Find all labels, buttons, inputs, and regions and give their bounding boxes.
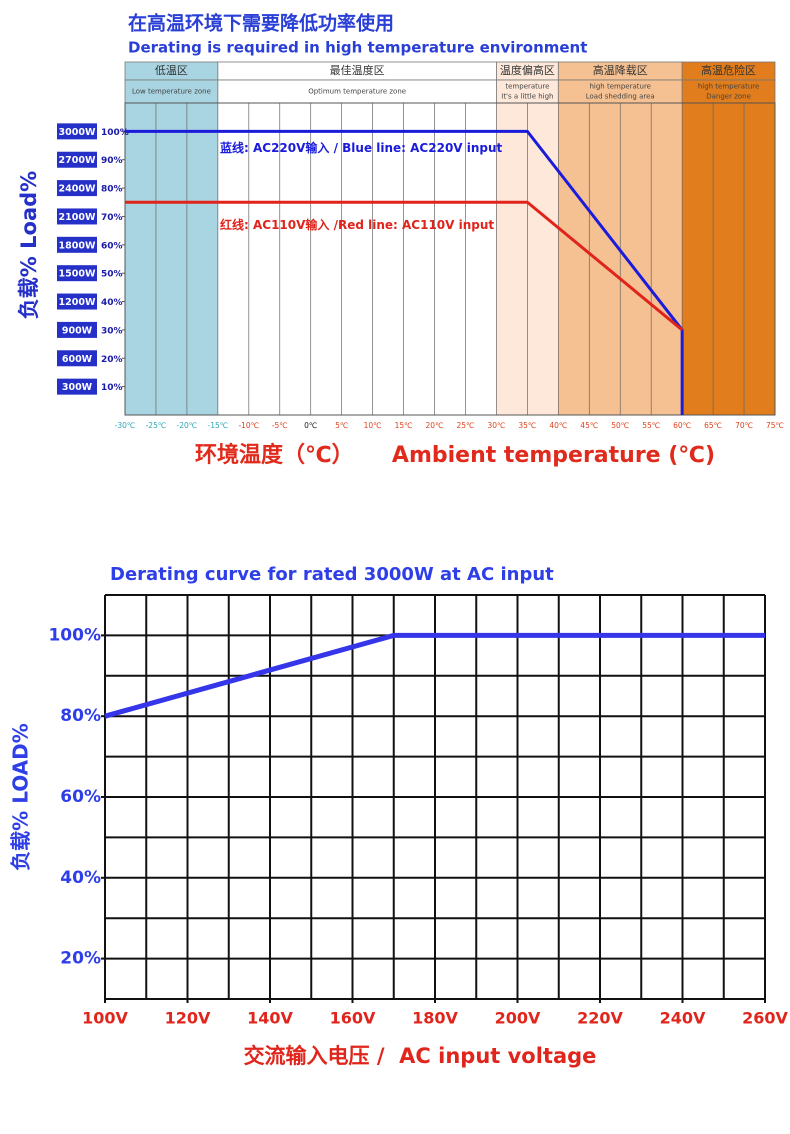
y-tick-label: 80% xyxy=(101,185,123,195)
y-axis-label: 负载% Load% xyxy=(17,171,41,319)
x-tick-label: -15℃ xyxy=(208,421,229,430)
x-tick-label: 220V xyxy=(577,1009,623,1028)
watt-box xyxy=(57,293,97,310)
watt-box xyxy=(57,208,97,225)
x-tick-label: 35℃ xyxy=(518,421,536,430)
watt-label: 3000W xyxy=(59,127,96,138)
x-tick-label: 70℃ xyxy=(735,421,753,430)
series-line xyxy=(125,200,684,332)
x-axis-label: 环境温度（℃） Ambient temperature (℃) xyxy=(195,442,715,468)
x-tick-label: 15℃ xyxy=(395,421,413,430)
watt-box xyxy=(57,350,97,367)
zone-note: It's a little high xyxy=(501,93,553,101)
x-tick-label: 5℃ xyxy=(335,421,348,430)
watt-label: 600W xyxy=(62,354,93,365)
zone-note: Load shedding area xyxy=(586,93,655,101)
zone-name: 温度偏高区 xyxy=(500,63,555,77)
watt-box xyxy=(57,378,97,395)
y-tick-label: 20% xyxy=(60,949,101,969)
y-tick-label: 80% xyxy=(60,706,101,726)
zone-note: Optimum temperature zone xyxy=(308,88,406,96)
y-tick-label: 40% xyxy=(60,868,101,888)
watt-box xyxy=(57,151,97,168)
zone xyxy=(217,103,497,415)
x-tick-label: 25℃ xyxy=(456,421,474,430)
y-tick-label: 60% xyxy=(60,787,101,807)
y-tick-label: 10% xyxy=(101,383,123,393)
zone xyxy=(125,103,218,415)
x-tick-label: -10℃ xyxy=(238,421,259,430)
x-tick-label: -25℃ xyxy=(146,421,167,430)
zone-name: 最佳温度区 xyxy=(330,63,385,77)
x-tick-label: 180V xyxy=(412,1009,458,1028)
x-tick-label: 260V xyxy=(742,1009,788,1028)
x-tick-label: 45℃ xyxy=(580,421,598,430)
zone-note: temperature xyxy=(505,83,549,91)
watt-label: 1800W xyxy=(59,240,96,251)
series-line xyxy=(104,632,765,719)
x-tick-label: 55℃ xyxy=(642,421,660,430)
zone-note: Low temperature zone xyxy=(132,88,211,96)
watt-label: 1500W xyxy=(59,269,96,280)
watt-box xyxy=(57,265,97,282)
x-tick-label: 200V xyxy=(495,1009,541,1028)
x-tick-label: 60℃ xyxy=(673,421,691,430)
y-axis-label: 负载% LOAD% xyxy=(9,723,33,871)
chart-title: 在高温环境下需要降低功率使用 xyxy=(128,12,394,35)
watt-box xyxy=(57,321,97,338)
x-tick-label: 30℃ xyxy=(487,421,505,430)
x-tick-label: 75℃ xyxy=(766,421,784,430)
watt-box xyxy=(57,236,97,253)
x-tick-label: 160V xyxy=(330,1009,376,1028)
y-tick-label: 30% xyxy=(101,326,123,336)
chart-subtitle: Derating is required in high temperature… xyxy=(128,39,587,57)
x-tick-label: 40℃ xyxy=(549,421,567,430)
x-axis-label: 交流输入电压 / AC input voltage xyxy=(244,1044,597,1068)
x-tick-label: 100V xyxy=(82,1009,128,1028)
zone-note: high temperature xyxy=(698,83,760,91)
x-tick-label: 20℃ xyxy=(426,421,444,430)
x-tick-label: 240V xyxy=(660,1009,706,1028)
x-tick-label: 0℃ xyxy=(304,421,317,430)
x-tick-label: 65℃ xyxy=(704,421,722,430)
x-tick-label: 10℃ xyxy=(364,421,382,430)
x-tick-label: -5℃ xyxy=(272,421,288,430)
y-tick-label: 100% xyxy=(48,625,101,645)
y-tick-label: 60% xyxy=(101,241,123,251)
zone-name: 低温区 xyxy=(155,64,188,77)
watt-label: 2700W xyxy=(59,155,96,166)
zone-note: high temperature xyxy=(589,83,651,91)
zone-note: Danger zone xyxy=(706,93,751,101)
x-tick-label: -30℃ xyxy=(115,421,136,430)
zone-name: 高温降载区 xyxy=(593,63,648,77)
series-label: 蓝线: AC220V输入 / Blue line: AC220V input xyxy=(220,140,503,155)
y-tick-label: 100% xyxy=(101,128,129,138)
series-line xyxy=(125,129,684,415)
watt-box xyxy=(57,123,97,140)
watt-label: 900W xyxy=(62,325,93,336)
x-tick-label: 140V xyxy=(247,1009,293,1028)
plot-frame xyxy=(124,102,776,416)
x-tick-label: 50℃ xyxy=(611,421,629,430)
watt-label: 2100W xyxy=(59,212,96,223)
y-tick-label: 70% xyxy=(101,213,123,223)
y-tick-label: 90% xyxy=(101,156,123,166)
series-label: 红线: AC110V输入 /Red line: AC110V input xyxy=(220,217,494,232)
y-tick-label: 40% xyxy=(101,298,123,308)
x-tick-label: -20℃ xyxy=(177,421,198,430)
watt-label: 1200W xyxy=(59,297,96,308)
chart-title: Derating curve for rated 3000W at AC inp… xyxy=(110,564,554,585)
zone xyxy=(682,103,775,415)
watt-label: 300W xyxy=(62,382,93,393)
zone-name: 高温危险区 xyxy=(701,63,756,77)
watt-box xyxy=(57,180,97,197)
y-tick-label: 20% xyxy=(101,355,123,365)
watt-label: 2400W xyxy=(59,184,96,195)
y-tick-label: 50% xyxy=(101,270,123,280)
x-tick-label: 120V xyxy=(165,1009,211,1028)
